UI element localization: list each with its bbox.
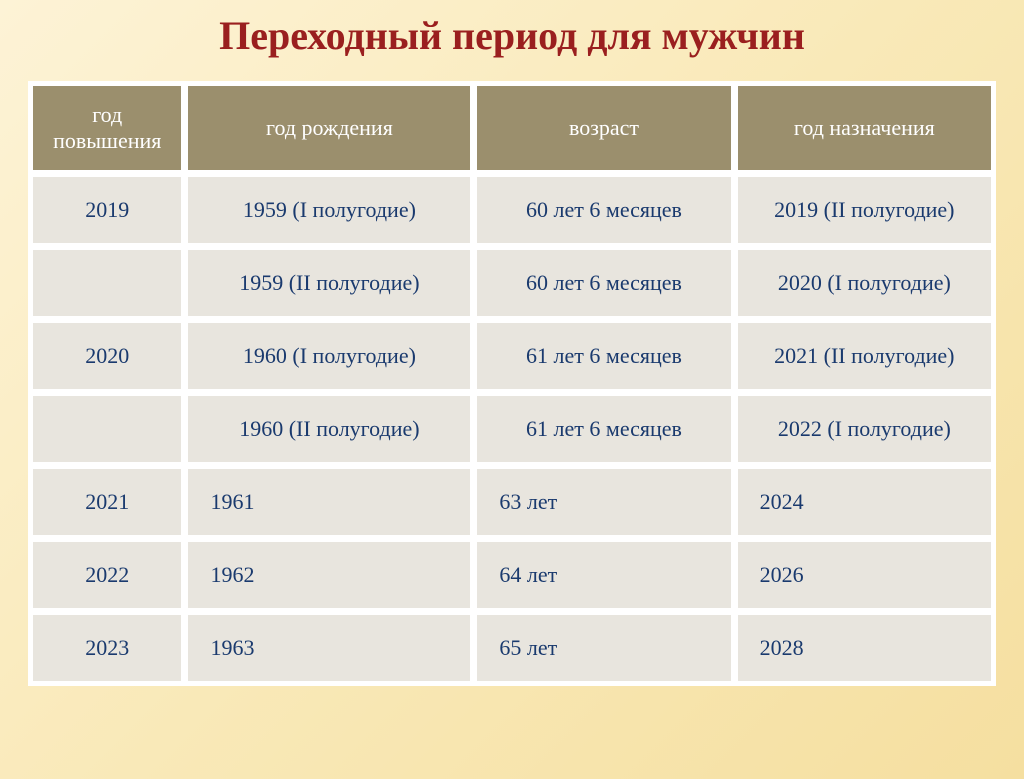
table-body: 20191959 (I полугодие)60 лет 6 месяцев20…	[31, 175, 993, 683]
cell-age: 60 лет 6 месяцев	[475, 248, 732, 318]
table-row: 20201960 (I полугодие)61 лет 6 месяцев20…	[31, 321, 993, 391]
cell-increase-year: 2023	[31, 613, 183, 683]
cell-assign-year: 2020 (I полугодие)	[736, 248, 993, 318]
col-header-birth-year: год рождения	[186, 84, 472, 172]
cell-assign-year: 2021 (II полугодие)	[736, 321, 993, 391]
cell-birth-year: 1960 (II полугодие)	[186, 394, 472, 464]
table-row: 20191959 (I полугодие)60 лет 6 месяцев20…	[31, 175, 993, 245]
col-header-increase-year: год повышения	[31, 84, 183, 172]
cell-birth-year: 1963	[186, 613, 472, 683]
cell-birth-year: 1959 (II полугодие)	[186, 248, 472, 318]
cell-birth-year: 1959 (I полугодие)	[186, 175, 472, 245]
cell-age: 65 лет	[475, 613, 732, 683]
transition-table: год повышения год рождения возраст год н…	[28, 81, 996, 686]
cell-assign-year: 2028	[736, 613, 993, 683]
table-row: 1959 (II полугодие)60 лет 6 месяцев2020 …	[31, 248, 993, 318]
table-row: 2021196163 лет2024	[31, 467, 993, 537]
cell-increase-year: 2022	[31, 540, 183, 610]
cell-birth-year: 1962	[186, 540, 472, 610]
cell-assign-year: 2019 (II полугодие)	[736, 175, 993, 245]
cell-age: 63 лет	[475, 467, 732, 537]
cell-age: 61 лет 6 месяцев	[475, 394, 732, 464]
cell-age: 60 лет 6 месяцев	[475, 175, 732, 245]
cell-age: 61 лет 6 месяцев	[475, 321, 732, 391]
cell-increase-year: 2021	[31, 467, 183, 537]
cell-birth-year: 1960 (I полугодие)	[186, 321, 472, 391]
cell-increase-year: 2019	[31, 175, 183, 245]
table-row: 2023196365 лет2028	[31, 613, 993, 683]
table-row: 2022196264 лет2026	[31, 540, 993, 610]
cell-increase-year	[31, 394, 183, 464]
cell-birth-year: 1961	[186, 467, 472, 537]
cell-age: 64 лет	[475, 540, 732, 610]
cell-assign-year: 2026	[736, 540, 993, 610]
page-title: Переходный период для мужчин	[28, 12, 996, 59]
cell-assign-year: 2024	[736, 467, 993, 537]
col-header-assign-year: год назначения	[736, 84, 993, 172]
cell-increase-year: 2020	[31, 321, 183, 391]
cell-assign-year: 2022 (I полугодие)	[736, 394, 993, 464]
cell-increase-year	[31, 248, 183, 318]
table-header-row: год повышения год рождения возраст год н…	[31, 84, 993, 172]
col-header-age: возраст	[475, 84, 732, 172]
table-row: 1960 (II полугодие)61 лет 6 месяцев2022 …	[31, 394, 993, 464]
